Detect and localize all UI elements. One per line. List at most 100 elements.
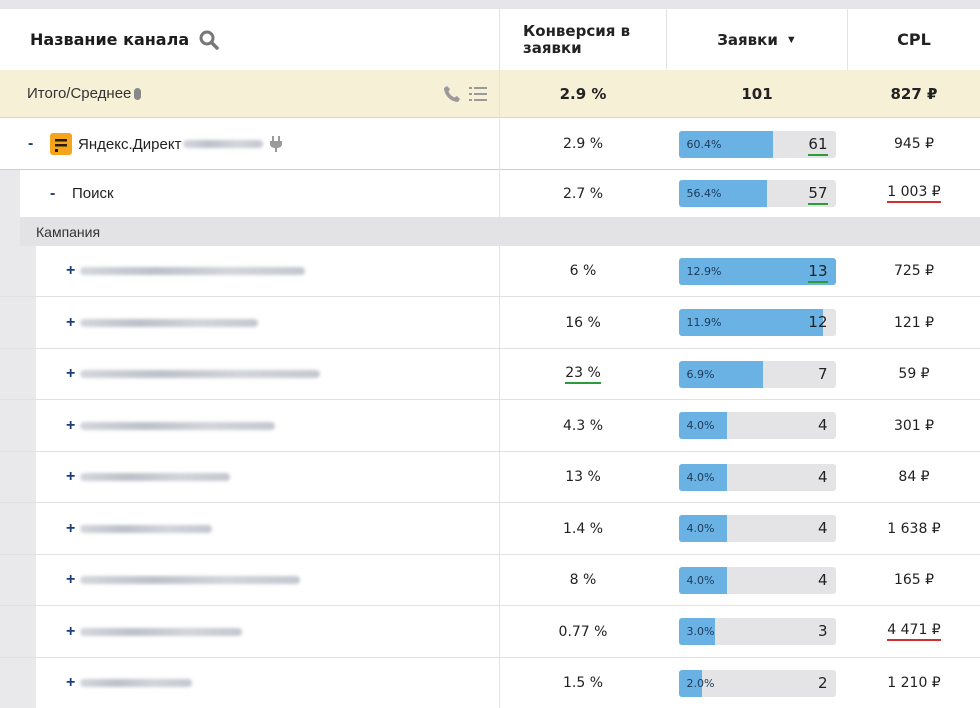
campaign-cpl: 59 ₽ — [898, 366, 930, 382]
redacted-campaign-name — [80, 421, 275, 430]
nesting-gutter-inner — [20, 246, 36, 708]
campaign-conversion: 16 % — [565, 314, 601, 331]
leads-bar-fill — [678, 257, 836, 285]
header-conversion[interactable]: Конверсия в заявки — [523, 21, 631, 57]
channel-conversion: 2.9 % — [562, 136, 604, 152]
leads-count[interactable]: 57 — [808, 184, 828, 205]
channel-cpl: 945 ₽ — [893, 136, 935, 152]
leads-bar-fill — [678, 669, 703, 697]
leads-bar: 12.9% 13 — [678, 257, 836, 285]
expand-toggle[interactable]: + — [66, 622, 76, 640]
expand-toggle[interactable]: + — [66, 365, 76, 382]
redacted-campaign-name — [80, 473, 230, 481]
expand-toggle[interactable]: + — [66, 571, 76, 588]
table-header: Название канала Конверсия в заявки Заявк… — [0, 9, 980, 70]
channel-row[interactable]: - Яндекс.Директ 2.9 % 60.4% 61 945 ₽ — [0, 119, 980, 170]
leads-bar-fill — [678, 180, 768, 207]
collapse-toggle[interactable]: - — [50, 184, 56, 202]
redacted-text — [183, 140, 264, 148]
subchannel-conversion: 2.7 % — [562, 185, 604, 202]
subchannel-name: Поиск — [72, 185, 114, 202]
leads-share: 11.9% — [686, 316, 722, 329]
leads-bar: 56.4% 57 — [678, 180, 836, 207]
campaign-conversion: 4.3 % — [562, 417, 604, 434]
yandex-direct-icon — [50, 133, 72, 155]
campaign-cpl: 121 ₽ — [893, 314, 935, 331]
leads-bar: 4.0% 4 — [678, 463, 836, 491]
collapse-toggle[interactable]: - — [28, 135, 34, 152]
info-pill-icon — [134, 87, 142, 100]
campaign-conversion: 1.5 % — [562, 675, 604, 691]
leads-share: 56.4% — [686, 187, 722, 200]
campaign-row[interactable]: +13 % 4.0% 4 84 ₽ — [0, 452, 980, 503]
expand-toggle[interactable]: + — [66, 519, 76, 537]
redacted-campaign-name — [80, 370, 320, 378]
expand-toggle[interactable]: + — [66, 674, 76, 691]
campaign-conversion: 1.4 % — [562, 520, 604, 537]
leads-count[interactable]: 12 — [808, 313, 828, 331]
campaign-conversion: 6 % — [569, 263, 597, 279]
campaign-row[interactable]: +1.4 % 4.0% 4 1 638 ₽ — [0, 504, 980, 555]
header-channel-name: Название канала — [0, 9, 499, 70]
leads-share: 4.0% — [686, 470, 715, 484]
leads-count[interactable]: 2 — [817, 673, 828, 692]
column-divider — [666, 9, 667, 70]
leads-bar-fill — [678, 309, 823, 336]
leads-count[interactable]: 4 — [817, 519, 828, 537]
column-divider — [847, 9, 848, 70]
leads-share: 2.0% — [686, 676, 715, 690]
campaign-conversion: 13 % — [565, 469, 601, 485]
leads-bar-fill — [678, 566, 728, 594]
campaign-row[interactable]: +1.5 % 2.0% 2 1 210 ₽ — [0, 658, 980, 708]
redacted-campaign-name — [80, 679, 192, 687]
campaign-row[interactable]: +8 % 4.0% 4 165 ₽ — [0, 555, 980, 606]
totals-label: Итого/Среднее — [27, 85, 132, 102]
totals-cpl: 827 ₽ — [890, 84, 938, 103]
leads-bar: 6.9% 7 — [678, 360, 836, 388]
sort-desc-icon: ▼ — [785, 33, 797, 46]
leads-share: 60.4% — [686, 137, 722, 151]
totals-leads: 101 — [741, 84, 773, 103]
leads-bar-fill — [678, 618, 715, 645]
subchannel-row[interactable]: - Поиск 2.7 % 56.4% 57 1 003 ₽ — [0, 170, 980, 217]
leads-bar-fill — [678, 463, 728, 491]
leads-share: 4.0% — [686, 419, 715, 432]
subchannel-cpl: 1 003 ₽ — [887, 184, 941, 203]
campaign-row[interactable]: +23 % 6.9% 7 59 ₽ — [0, 349, 980, 400]
expand-toggle[interactable]: + — [66, 416, 76, 434]
leads-share: 6.9% — [686, 367, 715, 381]
campaign-row[interactable]: +16 % 11.9% 12 121 ₽ — [0, 298, 980, 349]
campaign-group-label: Кампания — [20, 217, 980, 246]
leads-count[interactable]: 13 — [808, 262, 828, 283]
leads-count[interactable]: 4 — [817, 416, 828, 434]
leads-share: 12.9% — [686, 264, 722, 278]
campaign-cpl: 84 ₽ — [898, 469, 930, 485]
expand-toggle[interactable]: + — [66, 262, 76, 279]
plug-icon — [269, 136, 283, 152]
totals-row: Итого/Среднее 2.9 % 101 827 ₽ — [0, 70, 980, 118]
leads-count[interactable]: 4 — [817, 467, 828, 486]
totals-conversion: 2.9 % — [559, 84, 607, 103]
leads-count[interactable]: 7 — [817, 364, 828, 383]
expand-toggle[interactable]: + — [66, 313, 76, 331]
search-icon[interactable] — [199, 30, 219, 50]
header-leads[interactable]: Заявки ▼ — [717, 30, 797, 49]
leads-share: 4.0% — [686, 573, 715, 587]
phone-icon[interactable] — [443, 85, 461, 107]
expand-toggle[interactable]: + — [66, 468, 76, 485]
campaign-row[interactable]: +6 % 12.9% 13 725 ₽ — [0, 246, 980, 297]
leads-bar: 4.0% 4 — [678, 515, 836, 542]
campaign-conversion: 8 % — [569, 572, 597, 588]
campaign-cpl: 4 471 ₽ — [887, 622, 941, 641]
leads-count[interactable]: 3 — [817, 622, 828, 640]
header-cpl[interactable]: CPL — [897, 30, 931, 49]
leads-count[interactable]: 61 — [808, 135, 828, 156]
column-divider — [499, 9, 500, 708]
campaign-row[interactable]: +0.77 % 3.0% 3 4 471 ₽ — [0, 607, 980, 658]
campaign-cpl: 165 ₽ — [893, 572, 935, 588]
campaign-row[interactable]: +4.3 % 4.0% 4 301 ₽ — [0, 401, 980, 452]
campaign-cpl: 725 ₽ — [893, 263, 935, 279]
leads-share: 4.0% — [686, 522, 715, 535]
list-icon[interactable] — [469, 86, 487, 106]
leads-count[interactable]: 4 — [817, 570, 828, 589]
